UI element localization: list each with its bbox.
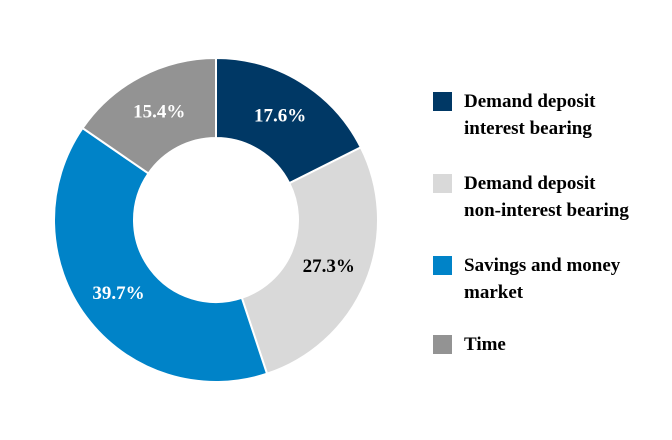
slice-data-label: 39.7%	[92, 283, 144, 304]
legend-swatch	[433, 174, 452, 193]
legend-label: Demand deposit non-interest bearing	[464, 173, 629, 221]
legend-label: Demand deposit interest bearing	[464, 91, 596, 139]
legend-item-savings-and-money-market: Savings and money market	[433, 252, 664, 306]
slice-data-label: 17.6%	[254, 106, 306, 127]
donut-slice-savings-and-money-market	[53, 126, 269, 384]
donut-slice-time	[81, 56, 217, 175]
slice-data-label: 15.4%	[133, 102, 185, 123]
donut-slice-demand-deposit-non-interest-bearing	[240, 146, 379, 376]
legend-swatch	[433, 256, 452, 275]
legend-item-time: Time	[433, 331, 664, 358]
legend-item-demand-deposit-interest-bearing: Demand deposit interest bearing	[433, 88, 664, 142]
legend-item-demand-deposit-non-interest-bearing: Demand deposit non-interest bearing	[433, 170, 664, 224]
legend-swatch	[433, 335, 452, 354]
legend-swatch	[433, 92, 452, 111]
legend-label: Time	[464, 334, 506, 355]
legend-label: Savings and money market	[464, 255, 621, 303]
slice-data-label: 27.3%	[303, 256, 355, 277]
